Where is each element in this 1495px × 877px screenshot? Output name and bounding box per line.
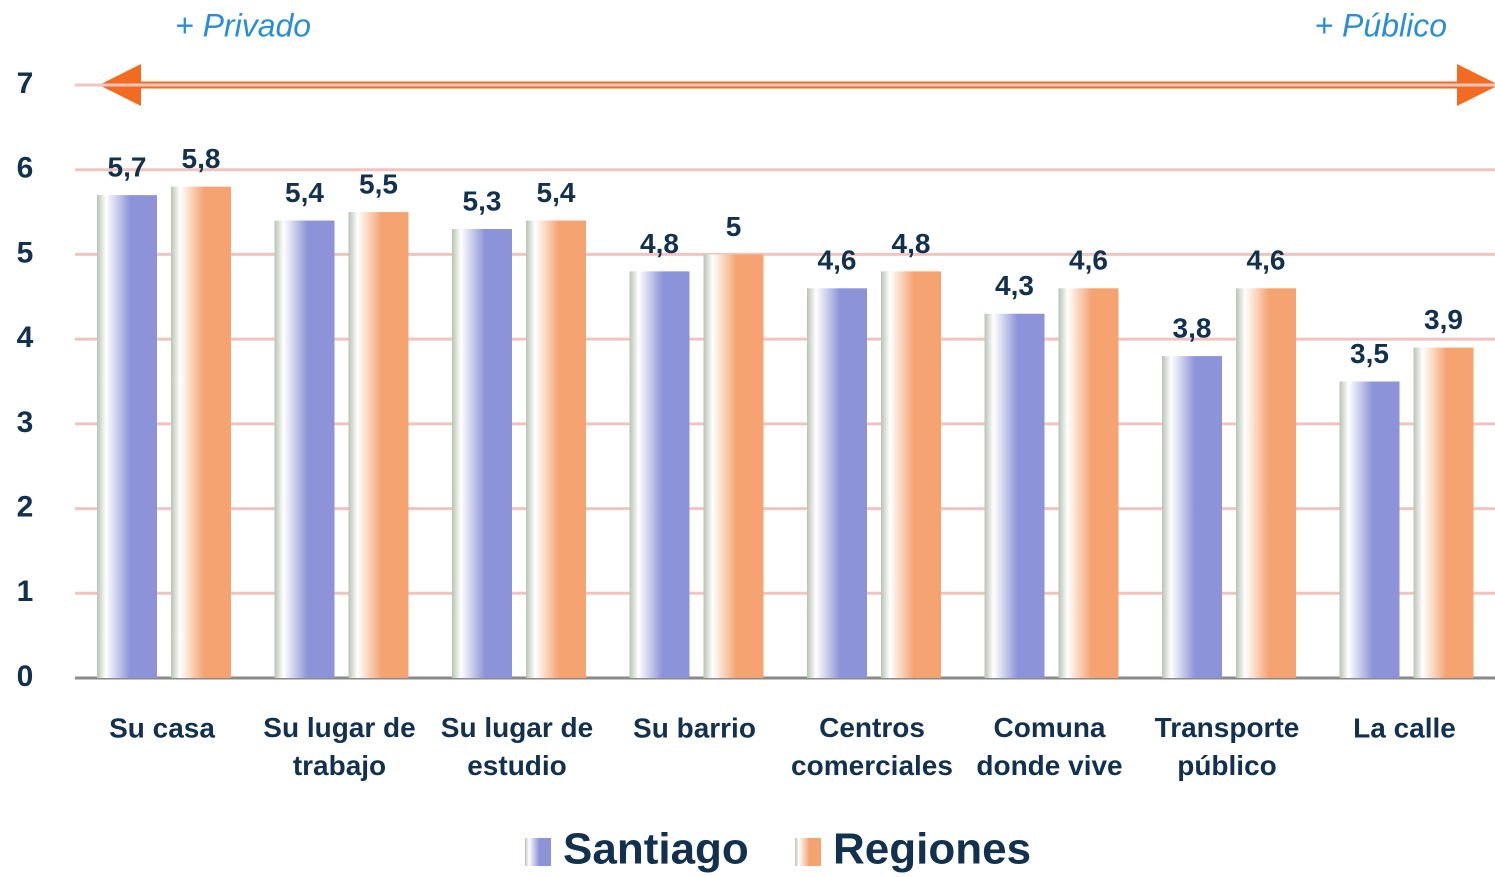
x-tick-label: La calle	[1353, 712, 1456, 743]
annotation: + Privado	[175, 7, 311, 43]
value-label: 4,6	[1247, 245, 1286, 276]
bar	[703, 254, 764, 678]
y-tick-label: 2	[17, 490, 34, 523]
bar	[97, 195, 157, 678]
value-label: 5,5	[359, 168, 398, 199]
y-tick-label: 1	[17, 575, 34, 608]
bar	[348, 212, 409, 679]
value-label: 5,8	[182, 143, 221, 174]
x-tick-label: Su lugar de estudio	[441, 712, 593, 781]
bar	[171, 186, 231, 678]
value-label: 4,8	[640, 228, 679, 259]
x-tick-label: Su barrio	[633, 712, 756, 743]
value-label: 4,6	[1069, 245, 1108, 276]
value-label: 5,4	[537, 177, 576, 208]
bar	[452, 229, 512, 678]
value-label: 3,5	[1350, 338, 1389, 369]
bar	[526, 220, 586, 679]
y-tick-label: 0	[17, 660, 34, 693]
x-tick-label: Su casa	[109, 712, 215, 743]
y-tick-label: 3	[17, 406, 34, 439]
legend-label: Santiago	[563, 825, 749, 874]
bar	[881, 271, 941, 678]
bar	[984, 313, 1045, 678]
bar	[1339, 381, 1400, 678]
value-label: 4,8	[892, 228, 931, 259]
bar	[1162, 356, 1222, 678]
x-tick-label: Comuna donde vive	[976, 712, 1122, 781]
bar	[1058, 288, 1119, 678]
value-label: 3,9	[1424, 304, 1463, 335]
bar	[1236, 288, 1296, 678]
x-tick-label: Centros comerciales	[791, 712, 953, 781]
value-label: 5,7	[108, 152, 147, 183]
value-label: 3,8	[1173, 312, 1212, 343]
y-tick-label: 4	[17, 321, 34, 354]
legend-swatch	[525, 838, 551, 866]
bar	[1413, 347, 1474, 678]
bar	[629, 271, 690, 678]
value-label: 4,3	[995, 270, 1034, 301]
value-label: 4,6	[818, 245, 857, 276]
y-tick-label: 6	[17, 152, 34, 185]
bar	[807, 288, 867, 678]
x-tick-label: Transporte público	[1155, 712, 1300, 781]
y-tick-label: 7	[17, 67, 34, 100]
value-label: 5,3	[463, 185, 502, 216]
legend-label: Regiones	[833, 825, 1031, 874]
legend-swatch	[795, 838, 821, 866]
annotation: + Público	[1314, 7, 1447, 43]
x-tick-label: Su lugar de trabajo	[263, 712, 415, 781]
bar	[274, 220, 335, 679]
value-label: 5,4	[285, 177, 324, 208]
value-label: 5	[726, 211, 742, 242]
y-tick-label: 5	[17, 236, 34, 269]
